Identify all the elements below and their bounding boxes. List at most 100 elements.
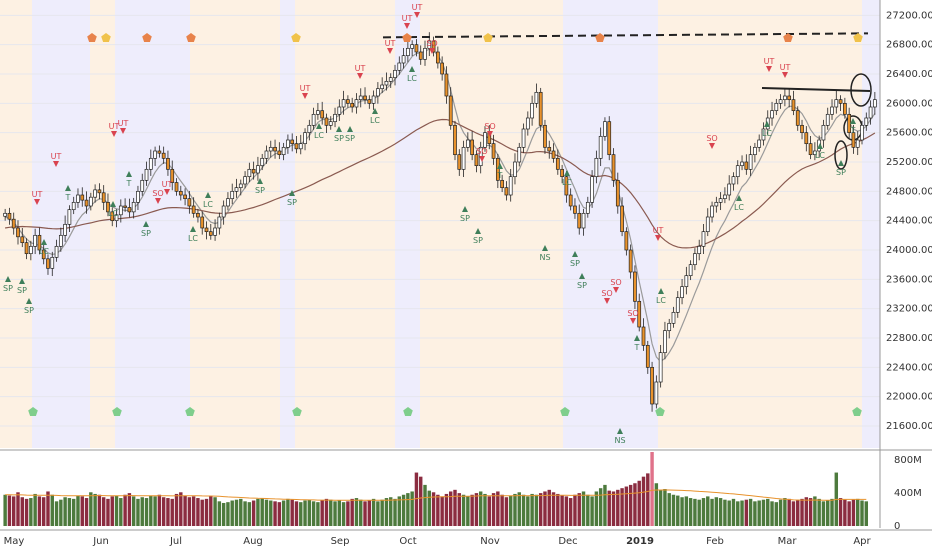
up-triangle-icon xyxy=(475,228,481,234)
volume-bar xyxy=(427,490,432,526)
volume-bar xyxy=(277,502,282,526)
band xyxy=(32,0,90,448)
candle-body xyxy=(423,47,427,60)
volume-bar xyxy=(770,501,774,526)
volume-bar xyxy=(757,500,761,526)
candle-body xyxy=(830,106,834,115)
candle-body xyxy=(298,143,303,150)
volume-bar xyxy=(796,500,800,526)
candle-body xyxy=(637,300,642,328)
annotation-label: T xyxy=(634,343,640,352)
candle-body xyxy=(633,271,637,302)
candle-body xyxy=(748,154,753,170)
band xyxy=(280,0,295,448)
annotation-lc: LC xyxy=(734,195,744,212)
x-tick-label: Aug xyxy=(243,536,263,547)
volume-bar xyxy=(808,498,813,526)
volume-bar xyxy=(838,498,843,526)
volume-bar xyxy=(620,488,624,526)
annotation-label: SP xyxy=(141,229,151,238)
volume-bar xyxy=(483,493,487,526)
down-triangle-icon xyxy=(404,23,410,29)
candle-body xyxy=(76,194,80,203)
candle-body xyxy=(714,201,719,207)
up-triangle-icon xyxy=(850,118,856,124)
annotation-ut: UT xyxy=(51,152,61,167)
candle-body xyxy=(581,212,586,229)
volume-bar xyxy=(384,498,389,526)
annotation-label: UT xyxy=(162,180,173,189)
annotation-label: SP xyxy=(24,306,34,315)
volume-tick-label: 0 xyxy=(894,521,900,532)
annotation-sp: SP xyxy=(460,206,470,223)
candle-body xyxy=(680,286,684,299)
candle-body xyxy=(744,161,749,170)
candle-body xyxy=(813,150,817,156)
candle-body xyxy=(483,132,487,148)
volume-bar xyxy=(543,491,547,526)
annotation-sp: SP xyxy=(17,278,27,295)
candle-body xyxy=(157,150,162,154)
annotation-t: T xyxy=(65,185,71,202)
candle-body xyxy=(774,102,779,112)
green-pentagon-icon xyxy=(560,407,570,416)
candle-body xyxy=(855,139,860,148)
annotation-so: SO xyxy=(627,309,639,324)
circle-annotation xyxy=(834,140,848,170)
candle-body xyxy=(457,154,462,170)
orange-pentagon-icon xyxy=(402,33,412,42)
annotation-label: SP xyxy=(334,134,344,143)
volume-bar xyxy=(204,498,209,526)
candle-body xyxy=(500,179,504,189)
volume-bar xyxy=(419,476,423,526)
candle-body xyxy=(118,205,123,216)
candle-body xyxy=(106,201,110,213)
candle-body xyxy=(178,190,183,196)
price-tick-label: 24800.00 xyxy=(886,186,932,197)
volume-bar xyxy=(183,495,187,526)
volume-bar xyxy=(359,499,363,526)
candle-body xyxy=(234,187,239,192)
up-triangle-icon xyxy=(634,335,640,341)
x-tick-label: Sep xyxy=(331,536,350,547)
candle-body xyxy=(256,165,260,174)
annotation-label: T xyxy=(850,126,856,135)
volume-bar xyxy=(97,494,102,526)
candle-body xyxy=(658,352,663,383)
candle-body xyxy=(607,121,612,156)
down-triangle-icon xyxy=(766,66,772,72)
volume-bar xyxy=(153,496,157,526)
candle-body xyxy=(731,176,736,185)
annotation-label: UT xyxy=(780,63,791,72)
volume-bar xyxy=(701,498,706,526)
volume-bar xyxy=(697,499,701,526)
candle-body xyxy=(307,124,312,134)
volume-bar xyxy=(269,500,273,526)
volume-bar xyxy=(226,502,230,526)
volume-bar xyxy=(161,497,166,526)
volume-bar xyxy=(474,493,479,526)
candle-body xyxy=(654,381,659,405)
annotation-label: UT xyxy=(412,3,423,12)
volume-bar xyxy=(504,497,509,526)
volume-bar xyxy=(684,496,689,526)
candle-body xyxy=(645,344,650,368)
annotation-label: SP xyxy=(460,214,470,223)
band xyxy=(862,0,880,448)
candle-body xyxy=(406,47,410,57)
annotation-ut: UT xyxy=(109,122,119,137)
candle-body xyxy=(753,146,757,156)
price-tick-label: 23200.00 xyxy=(886,304,932,315)
x-tick-label: Dec xyxy=(558,536,577,547)
annotation-ut: UT xyxy=(118,119,128,134)
green-pentagon-icon xyxy=(655,407,665,416)
candle-body xyxy=(243,176,247,185)
annotation-label: UT xyxy=(402,14,413,23)
volume-bar xyxy=(740,500,744,526)
volume-bar xyxy=(457,493,461,526)
candle-body xyxy=(238,183,243,189)
price-tick-label: 22800.00 xyxy=(886,333,932,344)
annotation-label: SP xyxy=(17,286,27,295)
volume-bar xyxy=(371,498,376,526)
volume-bar xyxy=(723,499,727,526)
